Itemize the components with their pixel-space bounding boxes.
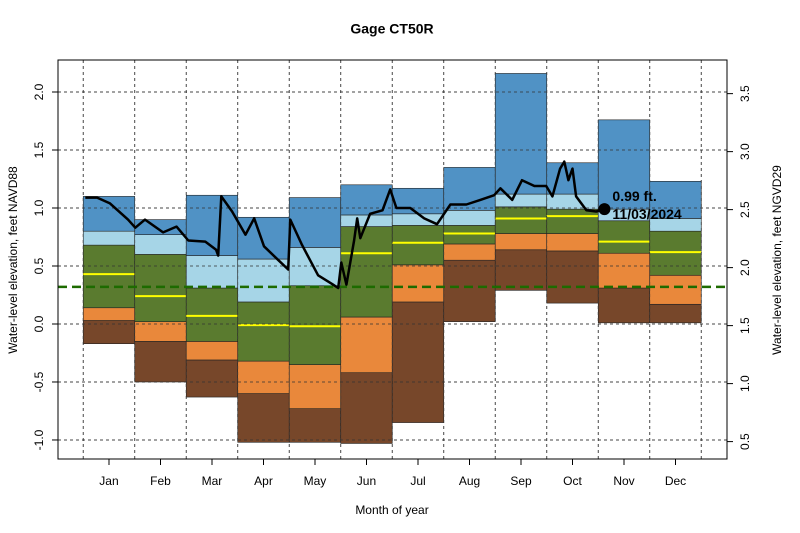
band [185,287,239,342]
x-tick-label: Feb [150,474,171,488]
band [237,301,290,362]
band [237,393,290,443]
band [443,225,496,245]
band [82,244,136,309]
band [494,249,548,291]
x-tick-label: Aug [459,474,480,488]
band [185,255,239,289]
y-tick-label: -0.5 [32,371,46,392]
y2-tick-label: 1.0 [738,375,752,392]
current-point [598,203,611,216]
band [649,181,702,219]
band [391,264,445,303]
band [288,247,342,287]
water-level-line [85,160,605,290]
band [237,216,290,260]
chart-title: Gage CT50R [350,21,433,37]
band [494,193,548,208]
x-tick-label: Jun [357,474,376,488]
band [546,250,599,304]
y-tick-label: 2.0 [32,83,46,100]
band [134,234,187,255]
annotation-text: 0.99 ft. [612,188,656,204]
band [134,321,187,342]
band [597,119,651,210]
x-tick-label: May [304,474,327,488]
band [443,259,496,322]
band [391,225,445,266]
band [546,233,599,252]
y-tick-label: 1.5 [32,141,46,158]
band [134,341,187,383]
y2-tick-label: 0.5 [738,433,752,450]
band [82,307,136,321]
x-tick-label: Sep [510,474,532,488]
band [340,372,393,444]
band [237,360,290,394]
band [546,193,599,210]
plot-frame [57,59,728,460]
band [546,208,599,234]
band [340,184,393,216]
y2-tick-label: 1.5 [738,317,752,334]
y-tick-label: 0.0 [32,315,46,332]
y-axis-label: Water-level elevation, feet NAVD88 [6,166,20,354]
band [443,210,496,226]
band [237,258,290,303]
band [649,303,702,324]
y2-tick-label: 3.0 [738,143,752,160]
band [82,196,136,232]
band [185,341,239,361]
band [288,285,342,365]
band [443,243,496,261]
y-tick-label: -1.0 [32,429,46,450]
x-tick-label: Nov [613,474,634,488]
x-axis-label: Month of year [355,503,428,517]
y2-tick-label: 2.5 [738,201,752,218]
band [597,287,651,324]
x-tick-label: Jul [410,474,425,488]
band [288,197,342,248]
band [494,233,548,251]
band [82,230,136,246]
band [649,274,702,305]
y-tick-label: 1.0 [32,199,46,216]
band [494,206,548,234]
annotation-text: 11/03/2024 [612,206,682,222]
band [185,359,239,398]
x-tick-label: Mar [202,474,223,488]
x-tick-label: Jan [99,474,118,488]
band [288,364,342,409]
band [391,301,445,423]
band [597,220,651,254]
x-tick-label: Apr [254,474,273,488]
band [649,230,702,276]
y2-tick-label: 2.0 [738,259,752,276]
band [340,316,393,374]
y-tick-label: 0.5 [32,257,46,274]
x-tick-label: Oct [563,474,582,488]
y2-axis-label: Water-level elevation, feet NGVD29 [770,165,784,355]
band [597,252,651,289]
band [494,73,548,195]
x-tick-label: Dec [665,474,686,488]
y2-tick-label: 3.5 [738,85,752,102]
band [391,187,445,215]
band [288,408,342,443]
